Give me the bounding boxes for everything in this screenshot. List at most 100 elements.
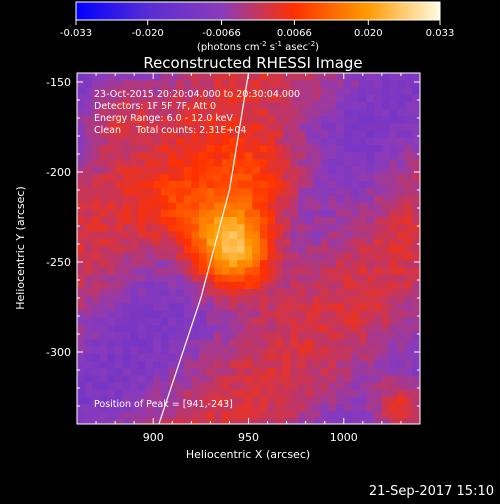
heatmap-cell bbox=[221, 116, 230, 124]
heatmap-cell bbox=[374, 116, 383, 124]
heatmap-cell bbox=[198, 224, 208, 232]
heatmap-cell bbox=[122, 209, 131, 218]
heatmap-cell bbox=[389, 130, 398, 139]
heatmap-cell bbox=[229, 353, 238, 362]
heatmap-cell bbox=[412, 188, 420, 196]
heatmap-cell bbox=[115, 173, 124, 182]
heatmap-cell bbox=[259, 325, 269, 333]
heatmap-cell bbox=[153, 94, 162, 103]
heatmap-cell bbox=[275, 418, 284, 424]
heatmap-cell bbox=[267, 361, 276, 369]
heatmap-cell bbox=[183, 123, 192, 132]
heatmap-cell bbox=[259, 245, 269, 254]
heatmap-cell bbox=[145, 80, 154, 88]
heatmap-cell bbox=[160, 116, 169, 124]
heatmap-cell bbox=[244, 274, 253, 283]
heatmap-cell bbox=[160, 202, 169, 211]
heatmap-cell bbox=[267, 346, 276, 355]
heatmap-cell bbox=[290, 253, 299, 261]
heatmap-cell bbox=[404, 152, 413, 160]
heatmap-cell bbox=[160, 274, 169, 283]
heatmap-cell bbox=[122, 166, 131, 175]
heatmap-cell bbox=[176, 73, 185, 81]
heatmap-cell bbox=[206, 281, 215, 290]
heatmap-cell bbox=[282, 145, 291, 153]
heatmap-cell bbox=[397, 195, 406, 204]
heatmap-cell bbox=[183, 361, 192, 369]
heatmap-cell bbox=[359, 339, 368, 348]
heatmap-cell bbox=[183, 202, 192, 211]
heatmap-cell bbox=[107, 209, 116, 218]
heatmap-cell bbox=[115, 137, 124, 146]
heatmap-cell bbox=[137, 260, 147, 268]
heatmap-cell bbox=[176, 109, 185, 117]
heatmap-cell bbox=[77, 109, 86, 117]
heatmap-cell bbox=[267, 109, 276, 117]
heatmap-cell bbox=[404, 195, 413, 204]
heatmap-cell bbox=[343, 397, 352, 405]
heatmap-cell bbox=[153, 87, 162, 96]
heatmap-cell bbox=[84, 389, 93, 398]
heatmap-cell bbox=[130, 94, 139, 103]
heatmap-cell bbox=[84, 87, 93, 96]
heatmap-cell bbox=[191, 116, 200, 124]
heatmap-cell bbox=[130, 353, 139, 362]
heatmap-cell bbox=[130, 332, 139, 340]
heatmap-cell bbox=[267, 368, 276, 376]
heatmap-cell bbox=[99, 361, 108, 369]
heatmap-cell bbox=[252, 382, 261, 391]
heatmap-cell bbox=[275, 310, 284, 319]
heatmap-cell bbox=[107, 245, 116, 254]
heatmap-cell bbox=[77, 173, 86, 182]
heatmap-cell bbox=[305, 145, 314, 153]
heatmap-cell bbox=[404, 397, 413, 405]
heatmap-cell bbox=[381, 159, 391, 168]
heatmap-cell bbox=[115, 166, 124, 175]
heatmap-cell bbox=[389, 209, 398, 218]
heatmap-cell bbox=[328, 116, 337, 124]
heatmap-cell bbox=[191, 188, 200, 196]
heatmap-cell bbox=[374, 123, 383, 132]
heatmap-cell bbox=[122, 202, 131, 211]
heatmap-cell bbox=[343, 224, 352, 232]
heatmap-cell bbox=[137, 152, 147, 160]
heatmap-cell bbox=[298, 224, 307, 232]
heatmap-cell bbox=[359, 332, 368, 340]
heatmap-cell bbox=[99, 397, 108, 405]
heatmap-cell bbox=[404, 116, 413, 124]
heatmap-cell bbox=[336, 339, 345, 348]
heatmap-cell bbox=[404, 137, 413, 146]
heatmap-cell bbox=[229, 152, 238, 160]
heatmap-cell bbox=[206, 267, 215, 276]
heatmap-cell bbox=[313, 281, 322, 290]
heatmap-cell bbox=[244, 217, 253, 225]
heatmap-cell bbox=[160, 123, 169, 132]
heatmap-cell bbox=[168, 267, 177, 276]
heatmap-cell bbox=[404, 238, 413, 247]
heatmap-cell bbox=[130, 181, 139, 189]
heatmap-cell bbox=[259, 238, 269, 247]
heatmap-cell bbox=[160, 411, 169, 420]
heatmap-cell bbox=[381, 231, 391, 240]
heatmap-cell bbox=[374, 94, 383, 103]
heatmap-cell bbox=[115, 109, 124, 117]
heatmap-cell bbox=[214, 80, 223, 88]
heatmap-cell bbox=[412, 159, 420, 168]
heatmap-cell bbox=[397, 260, 406, 268]
heatmap-cell bbox=[366, 296, 375, 304]
heatmap-cell bbox=[397, 245, 406, 254]
heatmap-cell bbox=[122, 382, 131, 391]
heatmap-cell bbox=[366, 80, 375, 88]
heatmap-cell bbox=[351, 368, 360, 376]
heatmap-cell bbox=[92, 101, 101, 110]
heatmap-cell bbox=[191, 130, 200, 139]
heatmap-cell bbox=[313, 361, 322, 369]
heatmap-cell bbox=[381, 245, 391, 254]
heatmap-cell bbox=[374, 130, 383, 139]
heatmap-cell bbox=[77, 166, 86, 175]
heatmap-cell bbox=[290, 397, 299, 405]
heatmap-cell bbox=[145, 130, 154, 139]
heatmap-cell bbox=[404, 123, 413, 132]
heatmap-cell bbox=[351, 404, 360, 412]
heatmap-cell bbox=[198, 353, 208, 362]
